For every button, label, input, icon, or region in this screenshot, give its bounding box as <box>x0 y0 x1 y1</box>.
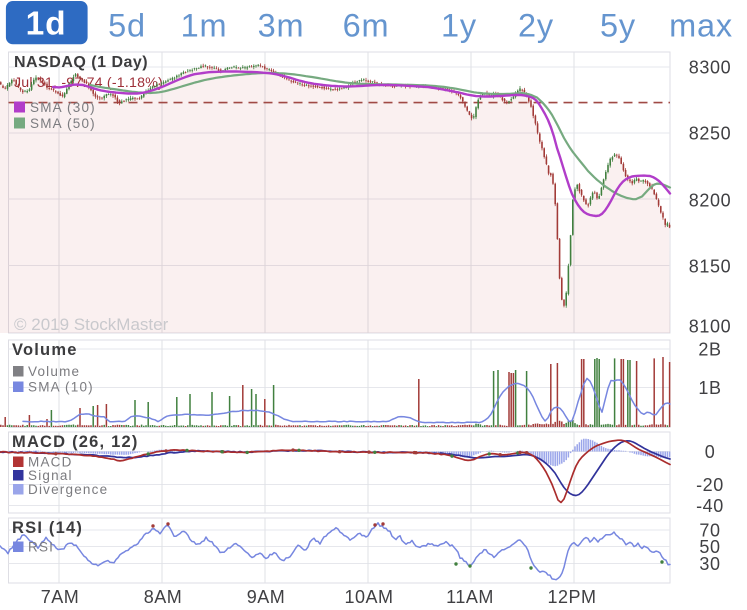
svg-text:MACD: MACD <box>28 455 73 470</box>
svg-text:1B: 1B <box>698 378 721 398</box>
svg-text:50: 50 <box>699 537 720 557</box>
svg-text:11AM: 11AM <box>446 587 494 607</box>
svg-text:10AM: 10AM <box>344 587 393 607</box>
svg-text:1d: 1d <box>26 6 67 43</box>
svg-text:8300: 8300 <box>689 57 731 77</box>
svg-text:2B: 2B <box>698 339 721 359</box>
svg-text:9AM: 9AM <box>247 587 286 607</box>
svg-text:8200: 8200 <box>689 190 731 210</box>
svg-text:3m: 3m <box>258 7 305 43</box>
svg-text:30: 30 <box>699 554 720 574</box>
svg-text:2y: 2y <box>518 7 554 43</box>
svg-text:Jul 31, -97.74 (-1.18%): Jul 31, -97.74 (-1.18%) <box>14 75 163 91</box>
svg-text:12PM: 12PM <box>547 587 596 607</box>
svg-text:Volume: Volume <box>28 364 80 379</box>
svg-text:SMA (50): SMA (50) <box>30 116 96 131</box>
svg-text:SMA (30): SMA (30) <box>30 100 96 115</box>
svg-text:6m: 6m <box>343 7 390 43</box>
svg-text:7AM: 7AM <box>41 587 80 607</box>
svg-text:70: 70 <box>699 520 720 540</box>
svg-text:-20: -20 <box>696 475 724 495</box>
svg-text:RSI: RSI <box>28 540 54 555</box>
svg-text:Volume: Volume <box>12 341 78 359</box>
svg-text:Divergence: Divergence <box>28 482 108 497</box>
svg-text:8AM: 8AM <box>144 587 183 607</box>
svg-text:max: max <box>669 7 733 43</box>
svg-text:© 2019 StockMaster: © 2019 StockMaster <box>14 315 169 334</box>
svg-text:5d: 5d <box>108 7 146 43</box>
svg-text:1m: 1m <box>181 7 228 43</box>
svg-text:RSI (14): RSI (14) <box>12 519 83 537</box>
svg-text:0: 0 <box>705 442 716 462</box>
svg-text:NASDAQ (1 Day): NASDAQ (1 Day) <box>14 54 148 71</box>
svg-text:5y: 5y <box>600 7 636 43</box>
svg-text:8100: 8100 <box>689 316 731 336</box>
svg-text:SMA (10): SMA (10) <box>28 380 94 395</box>
svg-text:1y: 1y <box>441 7 477 43</box>
svg-text:8250: 8250 <box>689 123 731 143</box>
svg-text:8150: 8150 <box>689 256 731 276</box>
svg-text:Signal: Signal <box>28 468 73 483</box>
svg-text:MACD (26, 12): MACD (26, 12) <box>12 433 139 451</box>
svg-text:-40: -40 <box>696 496 724 516</box>
